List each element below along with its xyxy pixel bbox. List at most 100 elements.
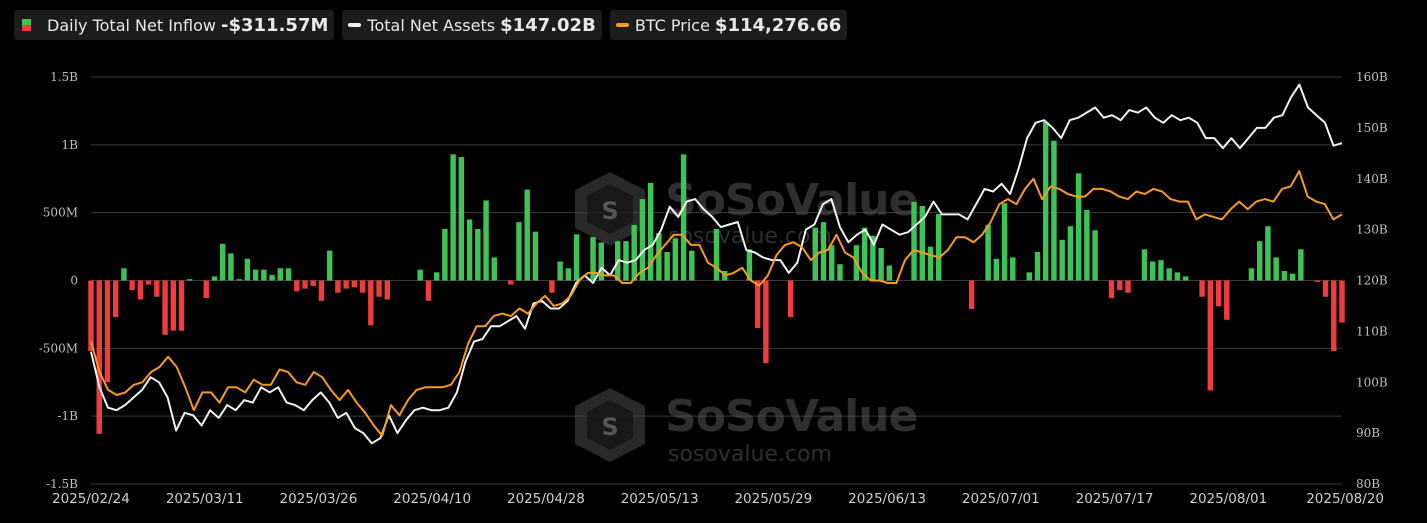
inflow-bar — [936, 214, 942, 281]
watermark-brand: SoSoValue — [665, 175, 917, 226]
legend-inflow-value: -$311.57M — [221, 14, 329, 36]
inflow-bar — [549, 280, 555, 293]
series-lines — [90, 83, 1343, 445]
inflow-bar — [1084, 209, 1090, 281]
inflow-bar — [351, 280, 358, 288]
x-tick-label: 2025/05/29 — [734, 491, 812, 507]
x-tick-label: 2025/06/13 — [848, 491, 926, 507]
inflow-bar — [1026, 272, 1032, 281]
inflow-bar — [121, 268, 127, 281]
watermark-site-2: sosovalue.com — [668, 442, 832, 467]
inflow-bar — [993, 258, 1000, 281]
right-tick-label: 160B — [1356, 70, 1388, 84]
inflow-bar — [236, 279, 242, 281]
inflow-bar — [1248, 268, 1255, 281]
inflow-bar — [1010, 257, 1016, 281]
inflow-bar — [112, 280, 119, 318]
inflow-bar — [1067, 226, 1074, 281]
inflow-bar — [623, 241, 629, 281]
inflow-bar — [590, 237, 596, 281]
right-tick-label: 90B — [1356, 426, 1380, 440]
inflow-bar — [343, 280, 349, 289]
left-tick-label: 500M — [43, 206, 78, 220]
inflow-swatch-icon — [22, 19, 31, 31]
inflow-bar — [746, 249, 753, 281]
inflow-bar — [335, 280, 341, 293]
inflow-bar — [598, 242, 604, 281]
inflow-bar — [137, 280, 144, 300]
right-tick-label: 110B — [1356, 324, 1388, 338]
chart-legend: Daily Total Net Inflow -$311.57M Total N… — [14, 10, 848, 40]
inflow-bar — [713, 228, 720, 281]
inflow-bar — [1199, 280, 1205, 297]
legend-btc-label: BTC Price — [634, 15, 710, 35]
inflow-bar — [1108, 280, 1115, 299]
inflow-bar — [104, 280, 111, 383]
inflow-bar — [458, 157, 465, 281]
left-tick-label: -1B — [57, 409, 78, 423]
inflow-bar — [1174, 272, 1181, 281]
inflow-bar — [680, 154, 687, 281]
inflow-bar — [1339, 280, 1345, 323]
inflow-bar — [985, 224, 991, 281]
inflow-bar — [129, 280, 135, 290]
inflow-bar — [1001, 203, 1008, 281]
inflow-bar — [1117, 280, 1123, 290]
inflow-bar — [508, 280, 514, 285]
inflow-bar — [96, 280, 102, 434]
left-axis: 1.5B 1B 500M 0 -500M -1B -1.5B — [39, 70, 78, 491]
inflow-bar — [294, 280, 300, 292]
x-axis: 2025/02/24 2025/03/11 2025/03/26 2025/04/10… — [52, 491, 1384, 507]
left-tick-label: 1B — [62, 138, 79, 152]
inflow-bar — [261, 269, 267, 281]
inflow-bar — [170, 280, 177, 331]
inflow-bar — [787, 280, 794, 318]
inflow-bar — [1265, 226, 1271, 281]
inflow-bar — [1281, 271, 1288, 281]
inflow-bar — [1215, 280, 1222, 307]
inflow-bar — [516, 222, 522, 281]
inflow-bar — [203, 280, 209, 299]
inflow-bar — [1051, 140, 1057, 281]
inflow-bar — [870, 235, 876, 281]
inflow-bar — [285, 268, 292, 281]
left-tick-label: -1.5B — [46, 477, 78, 491]
x-tick-label: 2025/07/17 — [1076, 491, 1154, 507]
inflow-bar — [1331, 280, 1337, 352]
inflow-bar — [442, 228, 448, 281]
inflow-bar — [1092, 230, 1098, 281]
inflow-bar — [631, 224, 637, 281]
btc-swatch-icon — [615, 23, 629, 27]
inflow-bar — [524, 189, 530, 281]
inflow-bar — [837, 264, 843, 281]
left-tick-label: 1.5B — [50, 70, 78, 84]
inflow-bar — [491, 257, 497, 281]
legend-btc[interactable]: BTC Price $114,276.66 — [609, 10, 848, 40]
inflow-bar — [450, 154, 456, 281]
x-tick-label: 2025/05/13 — [621, 491, 699, 507]
right-tick-label: 140B — [1356, 172, 1388, 186]
inflow-bar — [368, 280, 374, 326]
inflow-bar — [277, 268, 284, 281]
x-tick-label: 2025/08/01 — [1189, 491, 1267, 507]
legend-assets[interactable]: Total Net Assets $147.02B — [342, 10, 602, 40]
inflow-bar — [269, 275, 275, 281]
inflow-bar — [672, 238, 679, 281]
x-tick-label: 2025/03/26 — [280, 491, 358, 507]
inflow-bar — [302, 280, 308, 289]
legend-inflow[interactable]: Daily Total Net Inflow -$311.57M — [14, 10, 335, 40]
right-axis: 160B 150B 140B 130B 120B 110B 100B 90B 80B — [1356, 70, 1388, 491]
inflow-bar — [532, 231, 539, 281]
x-tick-label: 2025/07/01 — [962, 491, 1040, 507]
inflow-bar — [1314, 280, 1321, 282]
inflow-bar — [878, 247, 884, 281]
inflow-bar — [557, 261, 563, 281]
inflow-bar — [376, 280, 382, 297]
inflow-bar — [1256, 241, 1263, 281]
inflow-bar — [1273, 257, 1279, 281]
inflow-bar — [384, 280, 391, 300]
inflow-bar — [1224, 280, 1230, 320]
inflow-bar — [211, 276, 218, 281]
legend-assets-value: $147.02B — [500, 14, 596, 36]
